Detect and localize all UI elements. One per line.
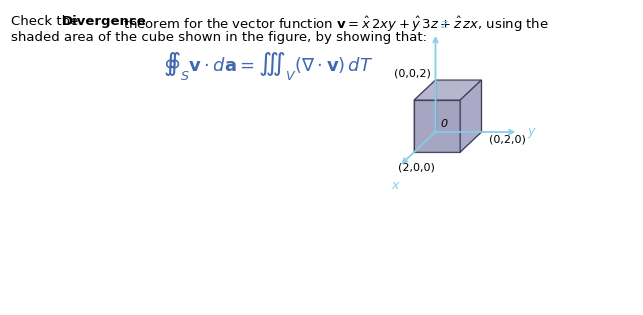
Text: z: z — [440, 18, 447, 31]
Text: x: x — [392, 179, 399, 192]
Text: (0,0,2): (0,0,2) — [394, 68, 431, 78]
Polygon shape — [460, 80, 482, 152]
Text: y: y — [527, 124, 534, 138]
Text: 0: 0 — [440, 119, 448, 129]
Polygon shape — [414, 80, 435, 152]
Text: Divergence: Divergence — [61, 15, 146, 28]
Text: (0,2,0): (0,2,0) — [489, 135, 526, 145]
Text: (2,0,0): (2,0,0) — [397, 162, 435, 172]
Polygon shape — [414, 80, 482, 100]
Text: shaded area of the cube shown in the figure, by showing that:: shaded area of the cube shown in the fig… — [12, 31, 428, 44]
Text: theorem for the vector function $\mathbf{v} = \hat{x}\,2xy + \hat{y}\,3z + \hat{: theorem for the vector function $\mathbf… — [123, 15, 549, 34]
Polygon shape — [414, 132, 482, 152]
Text: Check the: Check the — [12, 15, 83, 28]
Polygon shape — [414, 100, 460, 152]
Text: $\oint\!\!\!\oint_S \mathbf{v} \cdot d\mathbf{a} = \iiint_V (\nabla \cdot \mathb: $\oint\!\!\!\oint_S \mathbf{v} \cdot d\m… — [163, 50, 373, 82]
Polygon shape — [435, 80, 482, 132]
